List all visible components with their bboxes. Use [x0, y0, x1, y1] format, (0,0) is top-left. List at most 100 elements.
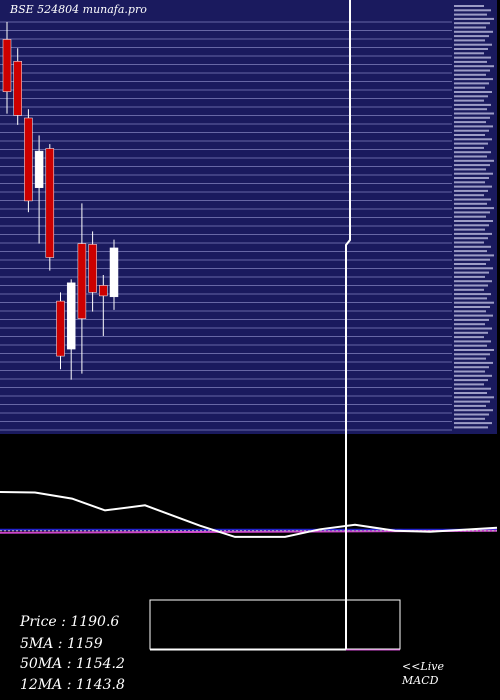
axis-tick-label [454, 426, 488, 429]
axis-tick-label [454, 310, 486, 313]
axis-tick-label [454, 56, 491, 59]
axis-tick-label [454, 202, 487, 205]
axis-tick-label [454, 422, 492, 425]
axis-tick-label [454, 250, 487, 253]
axis-tick-label [454, 108, 487, 111]
candle-bear [2, 39, 12, 92]
axis-tick-label [454, 396, 494, 399]
axis-tick-label [454, 78, 493, 81]
axis-tick-label [454, 284, 488, 287]
candle-bear [56, 300, 65, 357]
axis-tick-label [454, 134, 485, 136]
ma50-readout: 50MA : 1154.2 [20, 656, 125, 672]
macd-panel [0, 491, 498, 538]
axis-tick-label [454, 13, 487, 16]
axis-tick-label [454, 116, 490, 119]
axis-tick-label [454, 194, 484, 197]
axis-tick-label [454, 198, 491, 201]
info-box [149, 599, 401, 650]
axis-tick-label [454, 5, 484, 7]
axis-tick-label [454, 48, 488, 50]
axis-tick-label [454, 60, 487, 63]
axis-tick-label [454, 237, 488, 240]
candle-bear [45, 148, 55, 258]
axis-tick-label [454, 17, 494, 20]
axis-tick-label [454, 207, 494, 210]
right-axis [454, 5, 494, 429]
axis-tick-label [454, 215, 486, 218]
candles [2, 22, 119, 380]
axis-tick-label [454, 99, 484, 102]
axis-tick-label [454, 331, 488, 334]
axis-tick-label [454, 95, 488, 98]
axis-tick-label [454, 263, 486, 265]
axis-tick-label [454, 211, 490, 214]
axis-tick-label [454, 353, 490, 356]
axis-tick-label [454, 293, 491, 296]
axis-tick-label [454, 280, 492, 283]
candle-bear [13, 61, 22, 116]
axis-tick-label [454, 86, 485, 89]
axis-tick-label [454, 241, 484, 244]
axis-tick-label [454, 349, 494, 351]
candle-bear [77, 243, 87, 319]
chart-title: BSE 524804 munafa.pro [10, 3, 147, 16]
axis-tick-label [454, 361, 493, 364]
axis-tick-label [454, 288, 484, 291]
axis-tick-label [454, 224, 489, 227]
axis-tick-label [454, 43, 492, 46]
axis-tick-label [454, 185, 492, 188]
axis-tick-label [454, 35, 489, 38]
axis-tick-label [454, 379, 488, 382]
axis-tick-label [454, 151, 491, 154]
axis-tick-label [454, 254, 494, 257]
axis-tick-label [454, 146, 484, 149]
axis-tick-label [454, 340, 491, 343]
candle-bear [24, 117, 33, 202]
axis-tick-label [454, 387, 491, 390]
axis-tick-label [454, 164, 490, 167]
axis-tick-label [454, 297, 487, 300]
candle-bear [99, 285, 108, 297]
axis-tick-label [454, 159, 494, 162]
axis-tick-label [454, 69, 490, 72]
axis-tick-label [454, 220, 493, 222]
axis-tick-label [454, 138, 492, 141]
axis-tick-label [454, 417, 485, 420]
axis-tick-label [454, 65, 494, 68]
axis-tick-label [454, 370, 485, 373]
axis-tick-label [454, 189, 488, 192]
axis-tick-label [454, 172, 493, 175]
axis-tick-label [454, 366, 489, 369]
axis-tick-label [454, 392, 487, 394]
axis-tick-label [454, 228, 485, 231]
axis-tick-label [454, 409, 493, 412]
candle-bear [88, 244, 97, 293]
axis-tick-label [454, 327, 492, 330]
axis-tick-label [454, 323, 485, 326]
vertical-marker-line [345, 0, 351, 650]
macd-line [0, 491, 498, 538]
axis-tick-label [454, 103, 491, 106]
axis-tick-label [454, 413, 489, 416]
axis-tick-label [454, 318, 489, 321]
axis-tick-label [454, 271, 489, 274]
axis-tick-label [454, 232, 492, 235]
ma12-readout: 12MA : 1143.8 [20, 677, 125, 693]
axis-tick-label [454, 357, 486, 360]
axis-tick-label [454, 26, 486, 29]
live-link[interactable]: <<Live [402, 660, 444, 673]
axis-tick-label [454, 168, 486, 171]
axis-tick-label [454, 383, 484, 386]
axis-tick-label [454, 374, 492, 377]
axis-tick-label [454, 336, 484, 339]
axis-tick-label [454, 125, 493, 128]
axis-tick-label [454, 121, 486, 124]
axis-tick-label [454, 39, 485, 42]
axis-tick-label [454, 245, 491, 248]
grid-lines [0, 21, 452, 431]
axis-tick-label [454, 258, 490, 261]
axis-tick-label [454, 52, 484, 55]
axis-tick-label [454, 275, 485, 278]
